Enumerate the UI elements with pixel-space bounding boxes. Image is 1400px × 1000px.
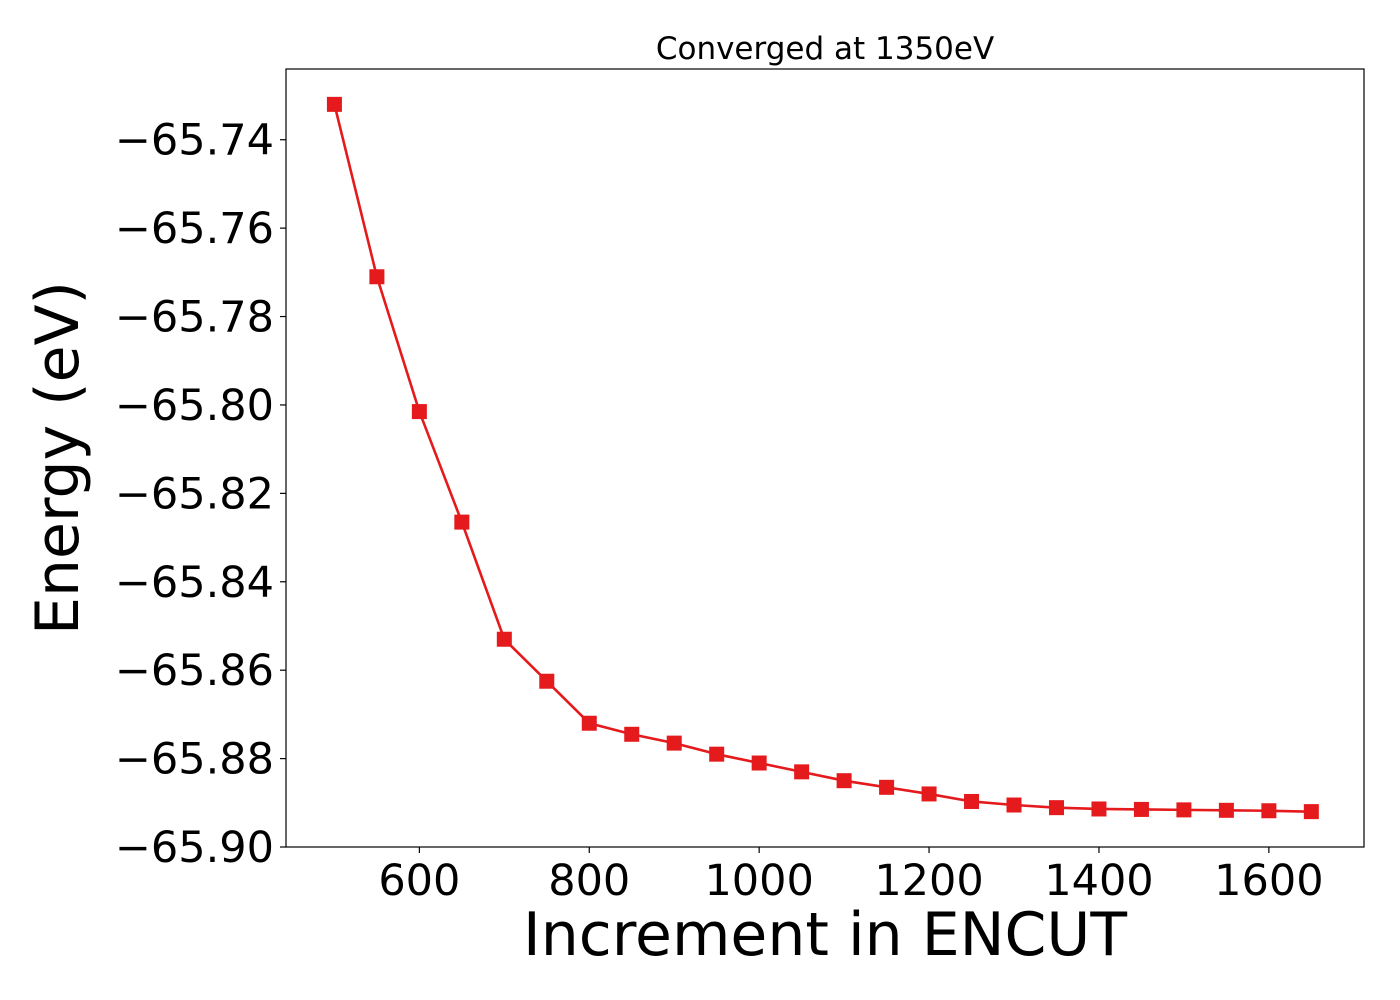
data-point-marker bbox=[411, 404, 427, 420]
plot-area: 600 800 1000 1200 1400 1600 −65.74 −65.76 −65.78… bbox=[115, 68, 1365, 906]
x-tick-label: 1000 bbox=[704, 856, 813, 906]
y-tick-label: −65.82 bbox=[115, 469, 274, 519]
data-point-marker bbox=[1006, 797, 1022, 813]
data-point-marker bbox=[1133, 801, 1149, 817]
x-tick-label: 1400 bbox=[1044, 856, 1153, 906]
data-point-marker bbox=[964, 793, 980, 809]
y-tick-label: −65.76 bbox=[115, 204, 274, 254]
data-point-marker bbox=[709, 746, 725, 762]
y-tick-label: −65.74 bbox=[115, 116, 274, 166]
data-point-marker bbox=[1048, 800, 1064, 816]
y-tick-label: −65.88 bbox=[115, 735, 274, 785]
x-tick-label: 1600 bbox=[1214, 856, 1323, 906]
data-point-marker bbox=[921, 786, 937, 802]
data-point-marker bbox=[1091, 801, 1107, 817]
y-tick-label: −65.78 bbox=[115, 293, 274, 343]
data-point-marker bbox=[879, 779, 895, 795]
chart-title: Converged at 1350eV bbox=[656, 31, 994, 67]
series-line bbox=[333, 104, 1312, 813]
data-point-marker bbox=[581, 715, 597, 731]
data-point-marker bbox=[794, 764, 810, 780]
y-tick-label: −65.84 bbox=[115, 558, 274, 608]
data-point-marker bbox=[539, 673, 555, 689]
data-point-marker bbox=[1303, 804, 1319, 820]
data-point-marker bbox=[326, 96, 342, 112]
y-tick-label: −65.86 bbox=[115, 646, 274, 696]
data-point-marker bbox=[751, 755, 767, 771]
y-axis-title: Energy (eV) bbox=[23, 281, 93, 635]
data-point-marker bbox=[454, 514, 470, 530]
data-point-marker bbox=[836, 773, 852, 789]
x-tick-label: 800 bbox=[548, 856, 630, 906]
x-tick-label: 1200 bbox=[874, 856, 983, 906]
data-point-marker bbox=[1218, 802, 1234, 818]
data-point-marker bbox=[1261, 803, 1277, 819]
x-tick-label: 600 bbox=[378, 856, 460, 906]
data-point-marker bbox=[666, 735, 682, 751]
y-tick-label: −65.90 bbox=[115, 823, 274, 873]
x-axis-title: Increment in ENCUT bbox=[523, 900, 1127, 970]
data-point-marker bbox=[1176, 802, 1192, 818]
data-point-marker bbox=[496, 631, 512, 647]
y-tick-label: −65.80 bbox=[115, 381, 274, 431]
plot-frame bbox=[285, 68, 1365, 848]
data-point-marker bbox=[369, 269, 385, 285]
data-point-marker bbox=[624, 726, 640, 742]
